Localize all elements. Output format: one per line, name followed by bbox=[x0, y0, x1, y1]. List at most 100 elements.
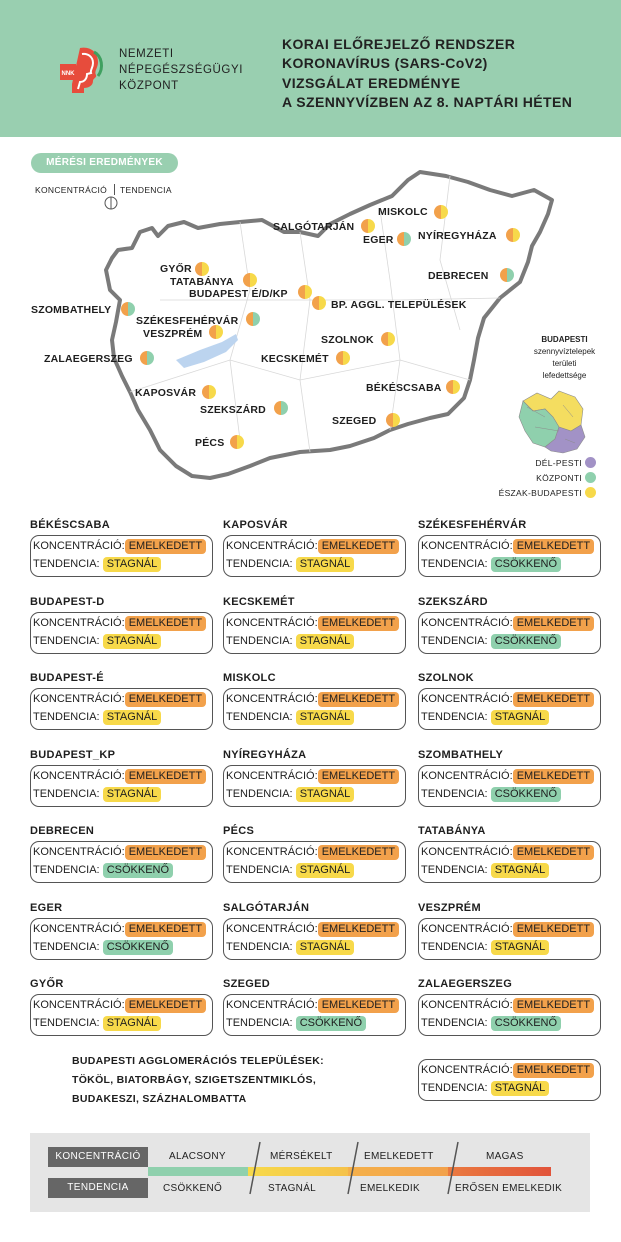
concentration-row: KONCENTRÁCIÓ: EMELKEDETT bbox=[226, 692, 400, 707]
concentration-label: KONCENTRÁCIÓ: bbox=[226, 923, 318, 935]
trend-row: TENDENCIA: STAGNÁL bbox=[33, 710, 162, 725]
bp-coverage-title-1: BUDAPESTI bbox=[541, 335, 588, 344]
station-name: BUDAPEST_KP bbox=[30, 749, 116, 761]
concentration-row: KONCENTRÁCIÓ: EMELKEDETT bbox=[33, 845, 207, 860]
concentration-label: KONCENTRÁCIÓ: bbox=[421, 846, 513, 858]
trend-badge: CSÖKKENŐ bbox=[490, 634, 562, 649]
trend-badge: STAGNÁL bbox=[295, 787, 355, 802]
concentration-row: KONCENTRÁCIÓ: EMELKEDETT bbox=[226, 998, 400, 1013]
station-result-card: KONCENTRÁCIÓ: EMELKEDETT TENDENCIA: STAGNÁ… bbox=[30, 765, 213, 807]
concentration-row: KONCENTRÁCIÓ: EMELKEDETT bbox=[226, 769, 400, 784]
hungary-outline bbox=[104, 170, 554, 480]
scale-bar-yellow bbox=[248, 1167, 348, 1176]
station-name: SZOLNOK bbox=[418, 672, 474, 684]
scale-bar-green bbox=[148, 1167, 248, 1176]
concentration-label: KONCENTRÁCIÓ: bbox=[421, 770, 513, 782]
map-city-label: VESZPRÉM bbox=[143, 328, 203, 340]
lake-balaton bbox=[176, 334, 238, 368]
concentration-row: KONCENTRÁCIÓ: EMELKEDETT bbox=[421, 1063, 595, 1078]
trend-row: TENDENCIA: STAGNÁL bbox=[226, 787, 355, 802]
scale-trend-erosen-emelkedik: ERŐSEN EMELKEDIK bbox=[455, 1183, 563, 1194]
map-city-marker[interactable] bbox=[381, 332, 395, 346]
trend-badge: STAGNÁL bbox=[295, 863, 355, 878]
station-result-card: KONCENTRÁCIÓ: EMELKEDETT TENDENCIA: CSÖKKE… bbox=[418, 765, 601, 807]
trend-row: TENDENCIA: STAGNÁL bbox=[421, 710, 550, 725]
title-line-2: KORONAVÍRUS (SARS-CoV2) bbox=[282, 55, 488, 71]
map-city-marker[interactable] bbox=[274, 401, 288, 415]
map-city-marker[interactable] bbox=[195, 262, 209, 276]
trend-badge: STAGNÁL bbox=[295, 557, 355, 572]
map-city-marker[interactable] bbox=[500, 268, 514, 282]
title-line-3: VIZSGÁLAT EREDMÉNYE bbox=[282, 75, 461, 91]
map-city-marker[interactable] bbox=[397, 232, 411, 246]
scale-key-concentration: KONCENTRÁCIÓ bbox=[48, 1147, 148, 1167]
legend-concentration-label: KONCENTRÁCIÓ bbox=[35, 185, 108, 195]
station-name: BUDAPEST-D bbox=[30, 596, 105, 608]
org-name-line-2: NÉPEGÉSZSÉGÜGYI bbox=[119, 64, 244, 76]
scale-trend-emelkedik: EMELKEDIK bbox=[360, 1183, 420, 1194]
station-name: ZALAEGERSZEG bbox=[418, 978, 513, 990]
concentration-row: KONCENTRÁCIÓ: EMELKEDETT bbox=[226, 922, 400, 937]
station-result-card: KONCENTRÁCIÓ: EMELKEDETT TENDENCIA: CSÖKKE… bbox=[30, 841, 213, 883]
concentration-label: KONCENTRÁCIÓ: bbox=[226, 617, 318, 629]
trend-label: TENDENCIA: bbox=[421, 864, 488, 876]
concentration-badge: EMELKEDETT bbox=[512, 539, 595, 554]
map-city-marker[interactable] bbox=[230, 435, 244, 449]
map-city-label: SZOLNOK bbox=[321, 334, 374, 346]
map-city-marker[interactable] bbox=[246, 312, 260, 326]
concentration-label: KONCENTRÁCIÓ: bbox=[33, 923, 125, 935]
trend-badge: STAGNÁL bbox=[295, 940, 355, 955]
concentration-row: KONCENTRÁCIÓ: EMELKEDETT bbox=[33, 769, 207, 784]
concentration-label: KONCENTRÁCIÓ: bbox=[421, 923, 513, 935]
station-name: SALGÓTARJÁN bbox=[223, 902, 310, 914]
trend-badge: STAGNÁL bbox=[102, 787, 162, 802]
map-city-label: KAPOSVÁR bbox=[135, 387, 197, 399]
map-city-marker[interactable] bbox=[312, 296, 326, 310]
map-city-marker[interactable] bbox=[243, 273, 257, 287]
map-city-label: MISKOLC bbox=[378, 206, 428, 218]
map-city-marker[interactable] bbox=[140, 351, 154, 365]
station-name: BUDAPEST-É bbox=[30, 672, 104, 684]
map-city-label: NYÍREGYHÁZA bbox=[418, 230, 497, 242]
scale-key-trend: TENDENCIA bbox=[48, 1178, 148, 1198]
map-city-label: DEBRECEN bbox=[428, 270, 489, 282]
map-city-marker[interactable] bbox=[298, 285, 312, 299]
trend-row: TENDENCIA: CSÖKKENŐ bbox=[226, 1016, 367, 1031]
concentration-label: KONCENTRÁCIÓ: bbox=[421, 540, 513, 552]
map-city-marker[interactable] bbox=[202, 385, 216, 399]
map-city-label: SZÉKESFEHÉRVÁR bbox=[136, 315, 239, 327]
station-result-card: KONCENTRÁCIÓ: EMELKEDETT TENDENCIA: STAGNÁ… bbox=[418, 918, 601, 960]
trend-label: TENDENCIA: bbox=[421, 711, 488, 723]
trend-badge: CSÖKKENŐ bbox=[490, 787, 562, 802]
concentration-row: KONCENTRÁCIÓ: EMELKEDETT bbox=[421, 845, 595, 860]
station-result-card: KONCENTRÁCIÓ: EMELKEDETT TENDENCIA: STAGNÁ… bbox=[418, 841, 601, 883]
map-city-marker[interactable] bbox=[446, 380, 460, 394]
map-city-marker[interactable] bbox=[336, 351, 350, 365]
org-name-line-3: KÖZPONT bbox=[119, 80, 179, 92]
agglomeration-title-line-3: BUDAKESZI, SZÁZHALOMBATTA bbox=[72, 1093, 247, 1105]
map-city-marker[interactable] bbox=[386, 413, 400, 427]
map-city-marker[interactable] bbox=[361, 219, 375, 233]
coverage-swatch bbox=[585, 472, 596, 483]
concentration-badge: EMELKEDETT bbox=[512, 616, 595, 631]
trend-row: TENDENCIA: STAGNÁL bbox=[421, 863, 550, 878]
map-city-marker[interactable] bbox=[121, 302, 135, 316]
hungary-map bbox=[104, 170, 554, 480]
map-city-marker[interactable] bbox=[434, 205, 448, 219]
station-result-card: KONCENTRÁCIÓ: EMELKEDETT TENDENCIA: STAGNÁ… bbox=[418, 688, 601, 730]
trend-row: TENDENCIA: STAGNÁL bbox=[226, 710, 355, 725]
concentration-row: KONCENTRÁCIÓ: EMELKEDETT bbox=[421, 616, 595, 631]
concentration-badge: EMELKEDETT bbox=[512, 922, 595, 937]
trend-badge: STAGNÁL bbox=[295, 710, 355, 725]
budapest-district-map bbox=[518, 390, 586, 454]
map-city-marker[interactable] bbox=[209, 325, 223, 339]
map-city-marker[interactable] bbox=[506, 228, 520, 242]
trend-label: TENDENCIA: bbox=[226, 788, 293, 800]
trend-badge: STAGNÁL bbox=[102, 634, 162, 649]
trend-row: TENDENCIA: STAGNÁL bbox=[33, 787, 162, 802]
concentration-label: KONCENTRÁCIÓ: bbox=[421, 999, 513, 1011]
trend-row: TENDENCIA: STAGNÁL bbox=[226, 863, 355, 878]
station-name: MISKOLC bbox=[223, 672, 276, 684]
concentration-badge: EMELKEDETT bbox=[124, 922, 207, 937]
station-name: SZÉKESFEHÉRVÁR bbox=[418, 519, 527, 531]
